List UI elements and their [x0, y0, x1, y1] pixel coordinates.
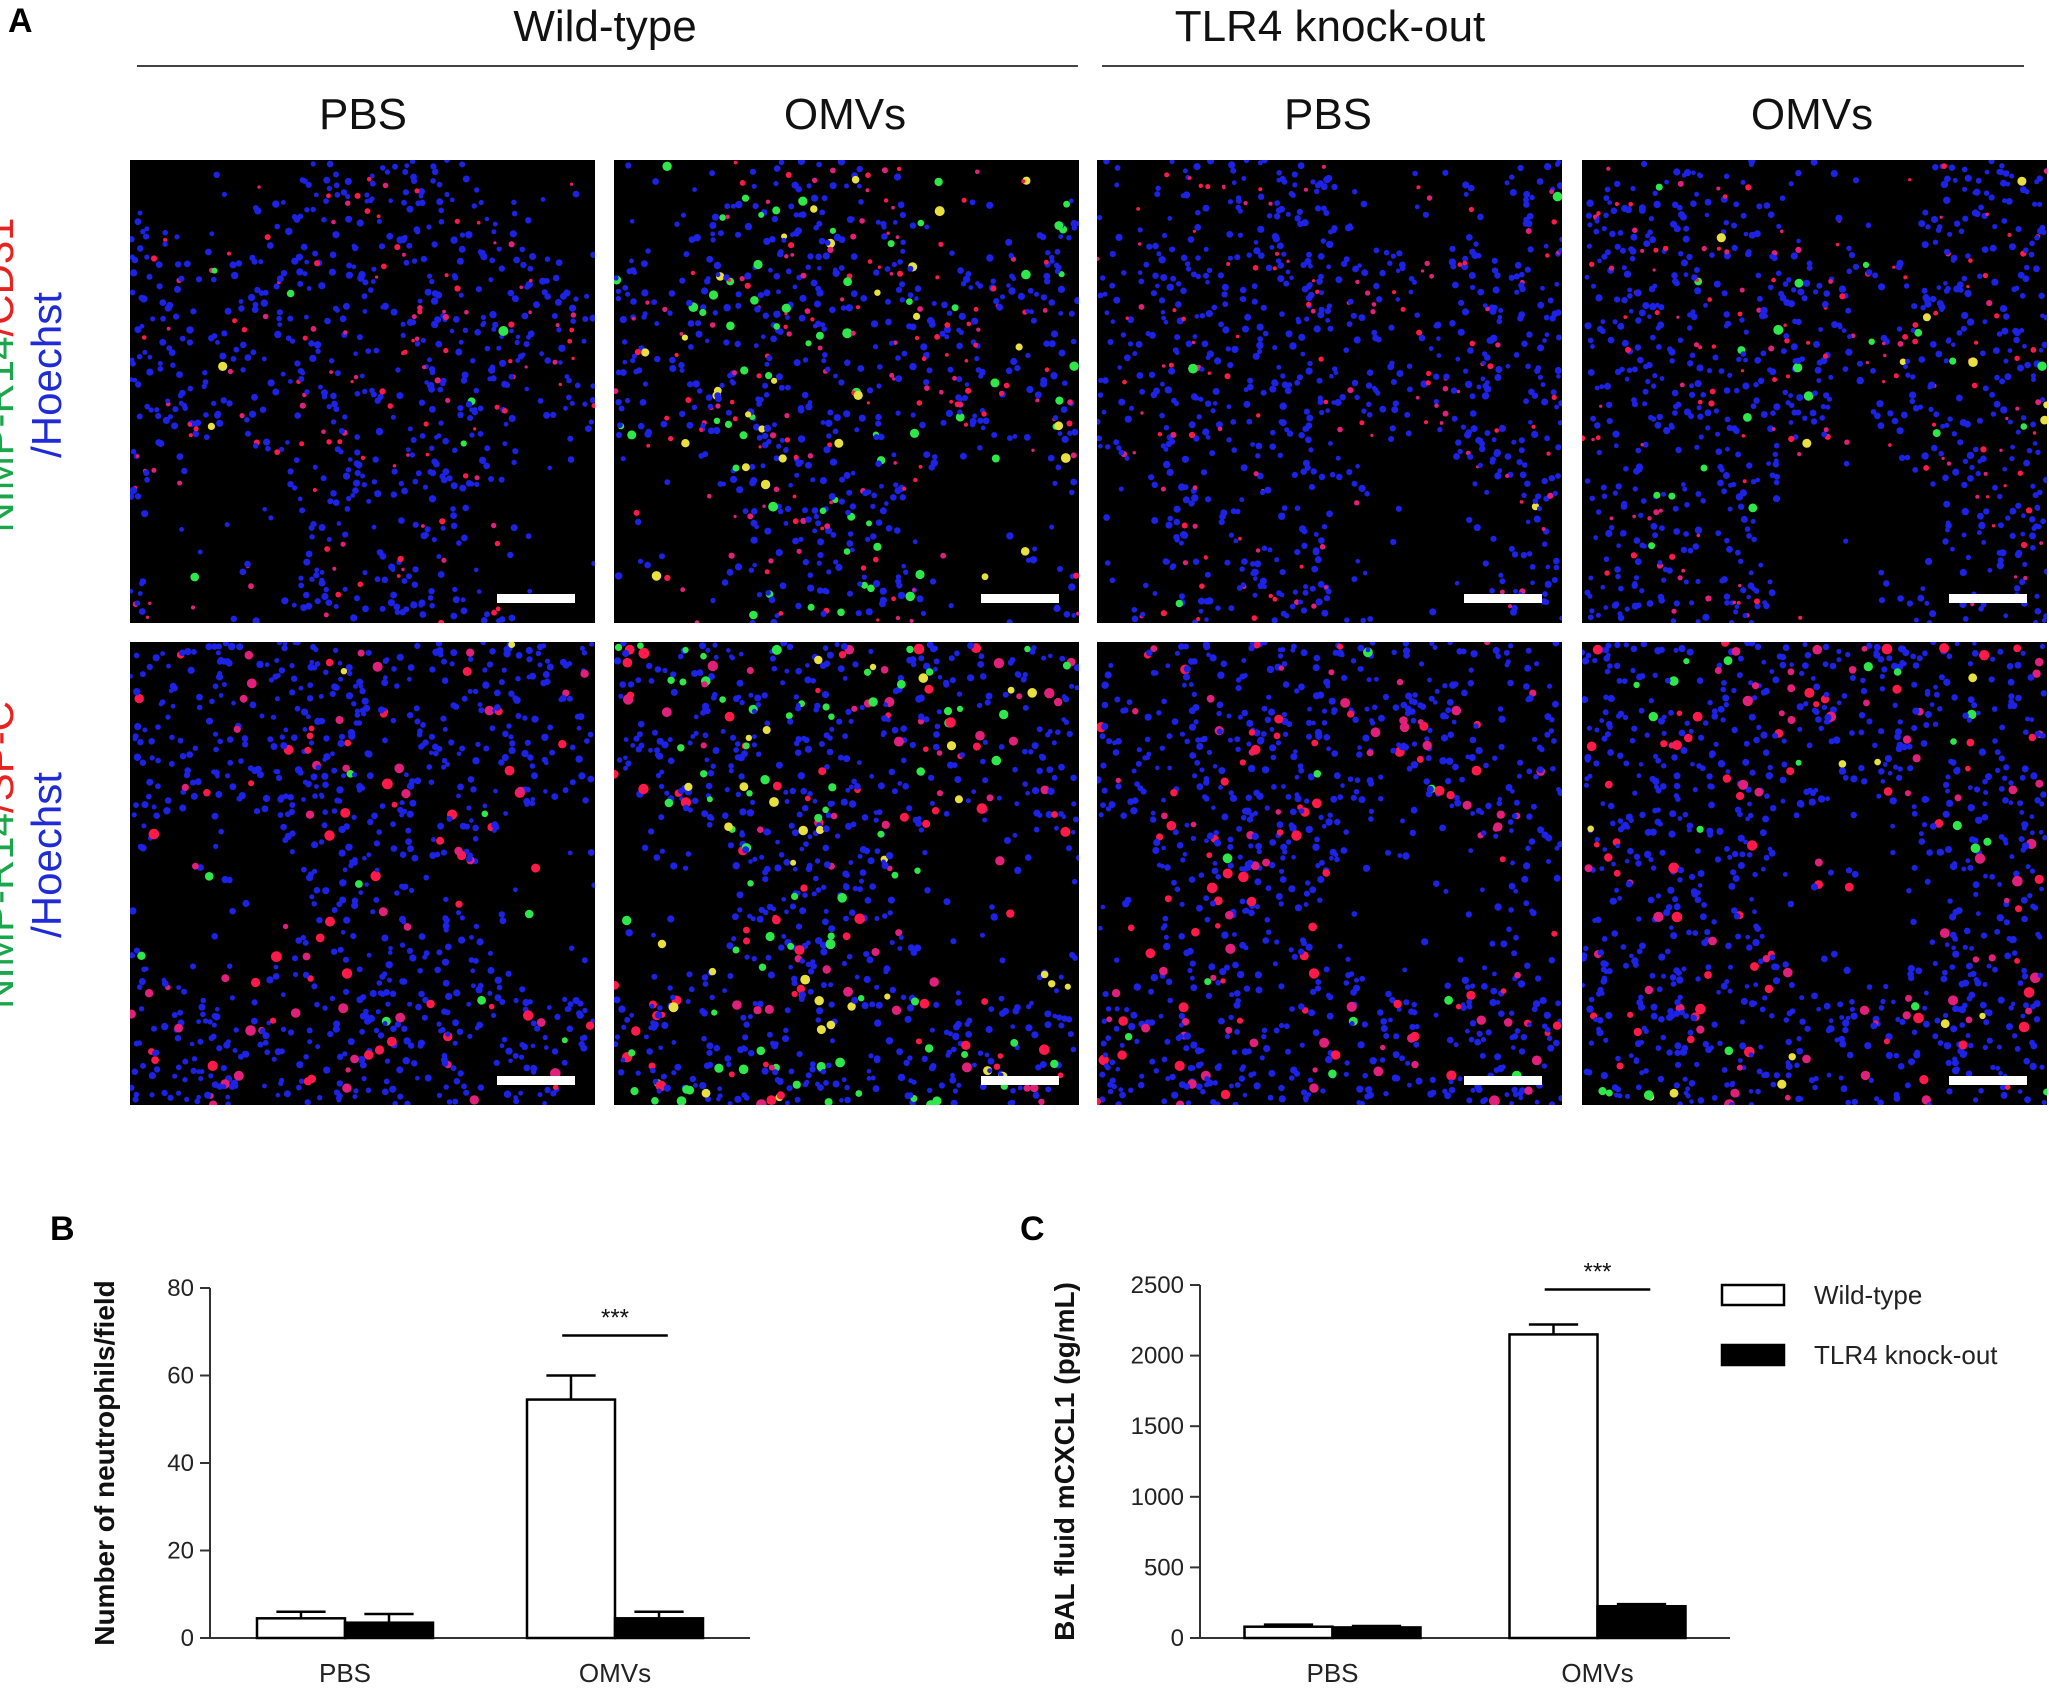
scale-bar [1464, 594, 1542, 603]
bar-tlr4-knock-out-pbs [343, 1621, 435, 1640]
micrograph-cd31-wt-pbs [130, 160, 595, 623]
panel-b-letter: B [50, 1210, 75, 1248]
row1-green-stain: NIMP-R14 [0, 336, 22, 533]
legend-label: TLR4 knock-out [1814, 1340, 1998, 1370]
x-tick-label: PBS [1306, 1658, 1358, 1688]
chart-c: 0 500 1000 1500 2000 2500 BAL fluid mCXCL1 (pg… [1050, 1259, 1998, 1688]
micrograph-spc-ko-omvs [1582, 642, 2047, 1105]
bar-wild-type-pbs [255, 1617, 347, 1640]
y-tick-label: 40 [167, 1450, 194, 1477]
x-tick-label: OMVs [579, 1658, 651, 1688]
bar-wild-type-pbs [1243, 1625, 1334, 1640]
y-tick-label: 500 [1144, 1554, 1184, 1581]
micrograph-spc-wt-omvs [614, 642, 1079, 1105]
y-tick-label: 0 [181, 1625, 194, 1652]
significance-label: *** [601, 1305, 629, 1332]
row1-blue-stain: /Hoechst [23, 292, 70, 458]
row1-slash: / [0, 325, 22, 337]
row2-green-stain: NIMP-R14 [0, 813, 22, 1010]
x-tick-label: OMVs [1561, 1658, 1633, 1688]
scale-bar [1949, 594, 2027, 603]
chart-b: 0 20 40 60 80 Number of neutrophils/field PBS O… [90, 1275, 750, 1688]
bar-tlr4-knock-out-pbs [1331, 1626, 1422, 1640]
row2-slash: / [0, 801, 22, 813]
y-tick-label: 2500 [1131, 1272, 1184, 1299]
group-rule-tlr4 [1102, 65, 2024, 67]
panel-c-letter: C [1020, 1210, 1045, 1248]
scale-bar [1949, 1076, 2027, 1085]
condition-label-ko-pbs: PBS [1283, 90, 1373, 139]
micrograph-cd31-wt-omvs [614, 160, 1079, 623]
y-tick-label: 0 [1171, 1625, 1184, 1652]
condition-label-wt-omvs: OMVs [783, 90, 907, 139]
micrograph-cd31-ko-pbs [1097, 160, 1562, 623]
micrograph-spc-wt-pbs [130, 642, 595, 1105]
bar-tlr4-knock-out-omvs [1596, 1604, 1687, 1640]
scale-bar [1464, 1076, 1542, 1085]
panel-a-letter: A [8, 2, 33, 40]
row2-red-stain: SP-C [0, 700, 22, 802]
bar-wild-type-omvs [1508, 1333, 1599, 1640]
y-axis-title: BAL fluid mCXCL1 (pg/mL) [1050, 1282, 1080, 1641]
y-axis-title: Number of neutrophils/field [90, 1280, 120, 1646]
x-tick-label: PBS [319, 1658, 371, 1688]
y-tick-label: 20 [167, 1538, 194, 1565]
micrograph-cd31-ko-omvs [1582, 160, 2047, 623]
group-rule-wild-type [137, 65, 1078, 67]
micrograph-spc-ko-pbs [1097, 642, 1562, 1105]
bar-tlr4-knock-out-omvs [613, 1617, 705, 1640]
y-tick-label: 1500 [1131, 1413, 1184, 1440]
condition-label-ko-omvs: OMVs [1750, 90, 1874, 139]
group-title-tlr4: TLR4 knock-out [1174, 2, 1486, 51]
condition-label-wt-pbs: PBS [318, 90, 408, 139]
row1-red-stain: CD31 [0, 217, 22, 325]
scale-bar [981, 1076, 1059, 1085]
y-tick-label: 2000 [1131, 1343, 1184, 1370]
y-tick-label: 1000 [1131, 1484, 1184, 1511]
scale-bar [981, 594, 1059, 603]
legend-label: Wild-type [1814, 1280, 1922, 1310]
row1-stain-label: NIMP-R14/CD31 /Hoechst [0, 185, 85, 565]
group-title-wild-type: Wild-type [513, 2, 697, 51]
row2-stain-label: NIMP-R14/SP-C /Hoechst [0, 665, 85, 1045]
y-tick-label: 60 [167, 1363, 194, 1390]
row2-blue-stain: /Hoechst [23, 772, 70, 938]
legend-swatch [1720, 1343, 1786, 1367]
y-tick-label: 80 [167, 1275, 194, 1302]
scale-bar [497, 1076, 575, 1085]
bar-wild-type-omvs [525, 1398, 617, 1640]
legend-swatch [1720, 1283, 1786, 1307]
scale-bar [497, 594, 575, 603]
significance-label: *** [1583, 1259, 1611, 1286]
